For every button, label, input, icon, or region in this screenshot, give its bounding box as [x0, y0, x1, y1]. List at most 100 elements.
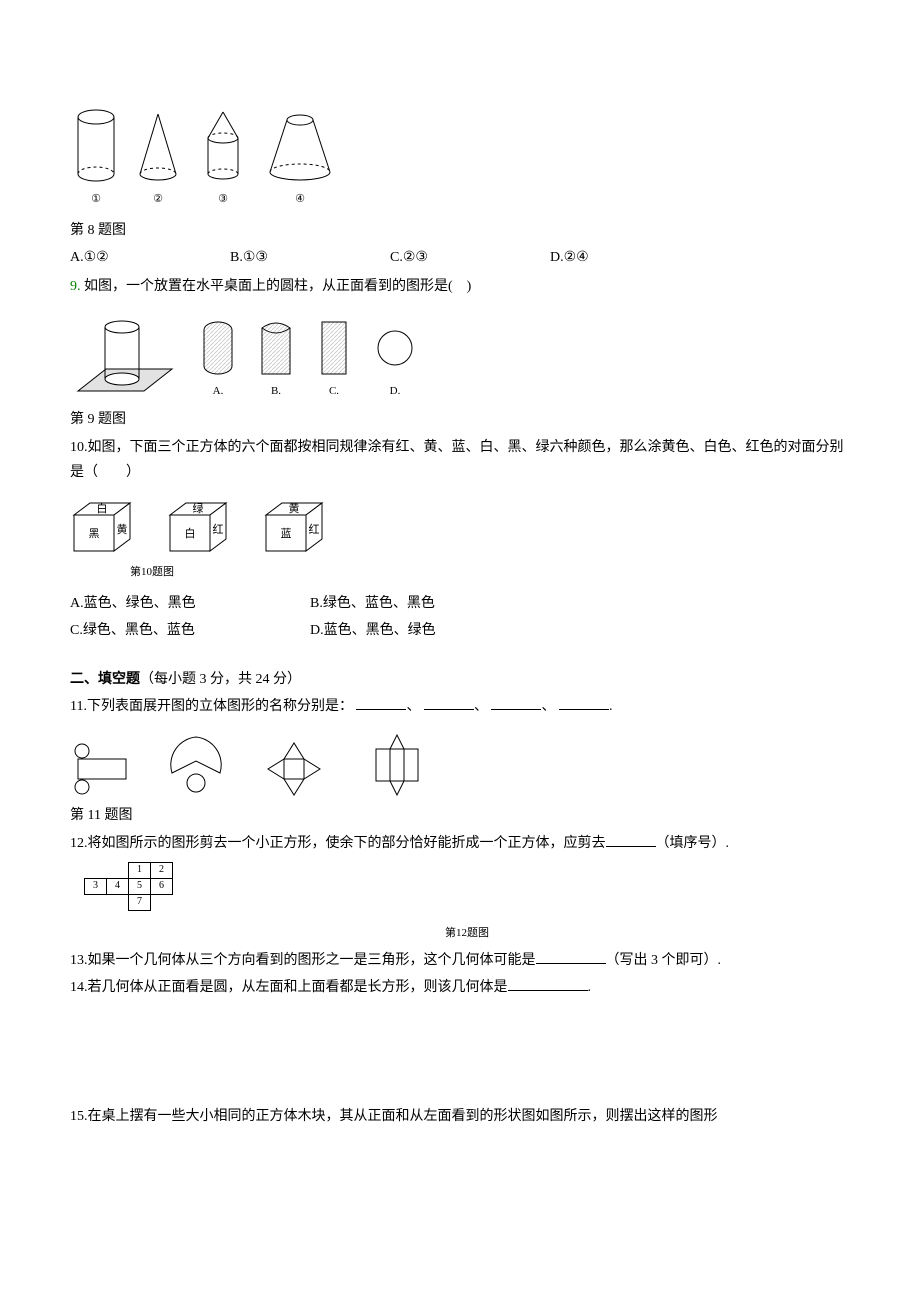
- q9-scene: [70, 311, 180, 401]
- cube3-left: 蓝: [281, 527, 292, 540]
- q11-text: 11.下列表面展开图的立体图形的名称分别是： 、 、 、 .: [70, 694, 850, 719]
- section2-bold: 二、填空题: [70, 672, 140, 687]
- q9-a-svg: [198, 318, 238, 378]
- q9-body: 如图，一个放置在水平桌面上的圆柱，从正面看到的图形是( ): [81, 279, 472, 294]
- q8-opt-b: B.①③: [230, 245, 390, 270]
- q13-blank: [536, 950, 606, 964]
- q10-cube-1: 白 黑 黄: [70, 499, 140, 555]
- cube2-right: 红: [213, 523, 224, 536]
- q10-fig-caption: 第10题图: [130, 563, 850, 583]
- q10-text: 10.如图，下面三个正方体的六个面都按相同规律涂有红、黄、蓝、白、黑、绿六种颜色…: [70, 435, 850, 485]
- cone-svg: [132, 108, 184, 186]
- q14-blank: [508, 977, 588, 991]
- q12-blank: [606, 833, 656, 847]
- q8-label-1: ①: [91, 190, 101, 210]
- q11-net-square-pyramid: [258, 741, 330, 797]
- q13-text: 13.如果一个几何体从三个方向看到的图形之一是三角形，这个几何体可能是 （写出 3…: [70, 948, 850, 973]
- section2-heading: 二、填空题（每小题 3 分，共 24 分）: [70, 667, 850, 692]
- q11-blank-4: [559, 696, 609, 710]
- q9-caption: 第 9 题图: [70, 407, 850, 432]
- q12-cell-3: 3: [85, 878, 107, 894]
- q12-cell-6: 6: [151, 878, 173, 894]
- cube3-top: 黄: [289, 501, 300, 515]
- q9-opt-a-fig: A.: [198, 318, 238, 402]
- q11-end: .: [609, 699, 613, 714]
- q12-prefix: 12.将如图所示的图形剪去一个小正方形，使余下的部分恰好能折成一个正方体，应剪去: [70, 836, 606, 851]
- q8-cone: ②: [132, 108, 184, 210]
- q14-text: 14.若几何体从正面看是圆，从左面和上面看都是长方形，则该几何体是.: [70, 975, 850, 1000]
- cube2-left: 白: [185, 526, 196, 540]
- q12-cell-2: 2: [151, 862, 173, 878]
- q8-opt-d: D.②④: [550, 245, 710, 270]
- q11-prefix: 11.下列表面展开图的立体图形的名称分别是：: [70, 699, 353, 714]
- q11-blank-3: [491, 696, 541, 710]
- q9-b-label: B.: [271, 382, 281, 402]
- cube2-top: 绿: [193, 501, 204, 515]
- q11-sep1: 、: [406, 699, 420, 714]
- q8-opt-c: C.②③: [390, 245, 550, 270]
- page-gap: [70, 1002, 850, 1102]
- q8-caption: 第 8 题图: [70, 218, 850, 243]
- q8-cone-on-cylinder: ③: [194, 108, 252, 210]
- q9-b-svg: [256, 318, 296, 378]
- q12-figure: 1 2 3 4 5 6 7 第12题图: [84, 862, 850, 944]
- q12-cell-4: 4: [107, 878, 129, 894]
- cylinder-svg: [70, 108, 122, 186]
- q14-suffix: .: [588, 980, 592, 995]
- q9-number: 9.: [70, 279, 81, 294]
- q12-caption: 第12题图: [84, 924, 850, 944]
- q11-net-triangular-prism: [360, 733, 424, 797]
- q8-figure-row: ① ② ③ ④: [70, 108, 850, 210]
- q8-label-4: ④: [295, 190, 305, 210]
- q11-sep3: 、: [541, 699, 555, 714]
- cube1-left: 黑: [89, 527, 100, 540]
- q11-sep2: 、: [474, 699, 488, 714]
- q9-c-label: C.: [329, 382, 339, 402]
- q11-net-cone: [164, 733, 228, 797]
- q8-label-2: ②: [153, 190, 163, 210]
- combo-svg: [194, 108, 252, 186]
- q11-blank-2: [424, 696, 474, 710]
- q9-opt-b-fig: B.: [256, 318, 296, 402]
- q12-suffix: （填序号）.: [656, 836, 730, 851]
- q13-suffix: （写出 3 个即可）.: [606, 953, 722, 968]
- q10-cube-3: 黄 蓝 红: [262, 499, 332, 555]
- q10-opt-d: D.蓝色、黑色、绿色: [310, 618, 510, 643]
- q8-options: A.①② B.①③ C.②③ D.②④: [70, 245, 850, 270]
- q8-label-3: ③: [218, 190, 228, 210]
- q9-text: 9. 如图，一个放置在水平桌面上的圆柱，从正面看到的图形是( ): [70, 274, 850, 299]
- q9-c-svg: [314, 318, 354, 378]
- q10-opt-a: A.蓝色、绿色、黑色: [70, 591, 270, 616]
- q8-frustum: ④: [262, 108, 338, 210]
- cube1-right: 黄: [117, 522, 128, 536]
- q11-net-cylinder: [70, 741, 134, 797]
- q12-cell-1: 1: [129, 862, 151, 878]
- q11-figure-row: [70, 733, 850, 797]
- q13-prefix: 13.如果一个几何体从三个方向看到的图形之一是三角形，这个几何体可能是: [70, 953, 536, 968]
- q10-opt-b: B.绿色、蓝色、黑色: [310, 591, 510, 616]
- section2-rest: （每小题 3 分，共 24 分）: [140, 672, 301, 687]
- q11-blank-1: [356, 696, 406, 710]
- q9-scene-svg: [70, 311, 180, 401]
- frustum-svg: [262, 108, 338, 186]
- q9-d-svg: [372, 318, 418, 378]
- q10-options: A.蓝色、绿色、黑色 B.绿色、蓝色、黑色 C.绿色、黑色、蓝色 D.蓝色、黑色…: [70, 591, 850, 643]
- q9-opt-c-fig: C.: [314, 318, 354, 402]
- q10-figure-row: 白 黑 黄 绿 白 红 黄 蓝 红: [70, 499, 850, 555]
- q8-cylinder: ①: [70, 108, 122, 210]
- cube2-svg: 绿 白 红: [166, 499, 236, 555]
- q12-cell-7: 7: [129, 894, 151, 910]
- q9-figure-row: A. B. C. D.: [70, 311, 850, 401]
- cube3-svg: 黄 蓝 红: [262, 499, 332, 555]
- q15-text: 15.在桌上摆有一些大小相同的正方体木块，其从正面和从左面看到的形状图如图所示，…: [70, 1104, 850, 1129]
- cube1-svg: 白 黑 黄: [70, 499, 140, 555]
- q12-cell-5: 5: [129, 878, 151, 894]
- q9-d-label: D.: [390, 382, 401, 402]
- q12-text: 12.将如图所示的图形剪去一个小正方形，使余下的部分恰好能折成一个正方体，应剪去…: [70, 831, 850, 856]
- q11-caption: 第 11 题图: [70, 803, 850, 828]
- q9-a-label: A.: [213, 382, 224, 402]
- q10-opt-c: C.绿色、黑色、蓝色: [70, 618, 270, 643]
- q8-opt-a: A.①②: [70, 245, 230, 270]
- cube3-right: 红: [309, 523, 320, 536]
- q9-opt-d-fig: D.: [372, 318, 418, 402]
